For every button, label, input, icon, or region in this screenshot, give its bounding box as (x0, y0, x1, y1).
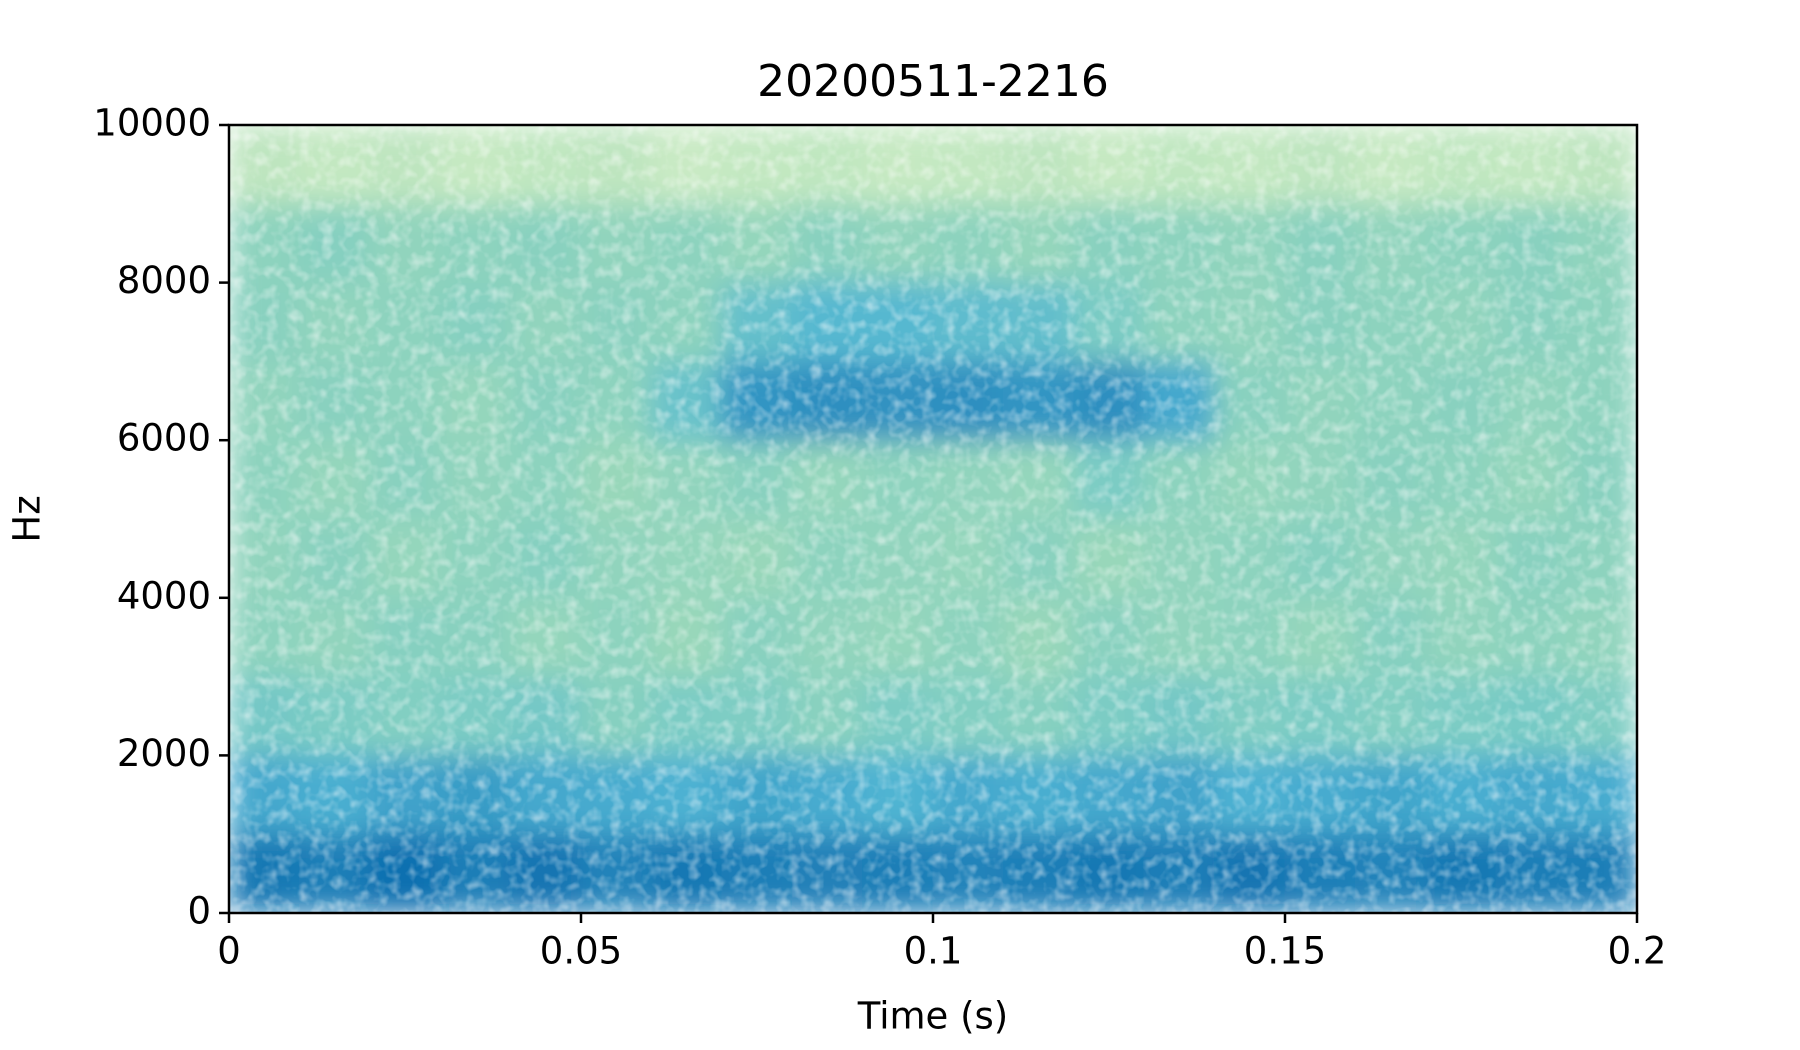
x-tick-label: 0 (217, 930, 241, 973)
y-axis-label: Hz (6, 495, 49, 542)
y-tick-label: 0 (187, 890, 211, 933)
y-tick-label: 8000 (117, 259, 211, 302)
y-tick-label: 4000 (117, 574, 211, 617)
texture (229, 125, 1637, 913)
y-tick-label: 6000 (117, 417, 211, 460)
x-tick-label: 0.05 (540, 930, 622, 973)
x-axis-label: Time (s) (857, 995, 1008, 1038)
x-tick-label: 0.15 (1244, 930, 1326, 973)
plot-frame (227, 123, 1639, 915)
y-tick-label: 10000 (93, 102, 211, 145)
y-tick-label: 2000 (117, 732, 211, 775)
chart-title: 20200511-2216 (757, 56, 1109, 107)
x-tick-label: 0.1 (904, 930, 963, 973)
x-tick-label: 0.2 (1608, 930, 1667, 973)
